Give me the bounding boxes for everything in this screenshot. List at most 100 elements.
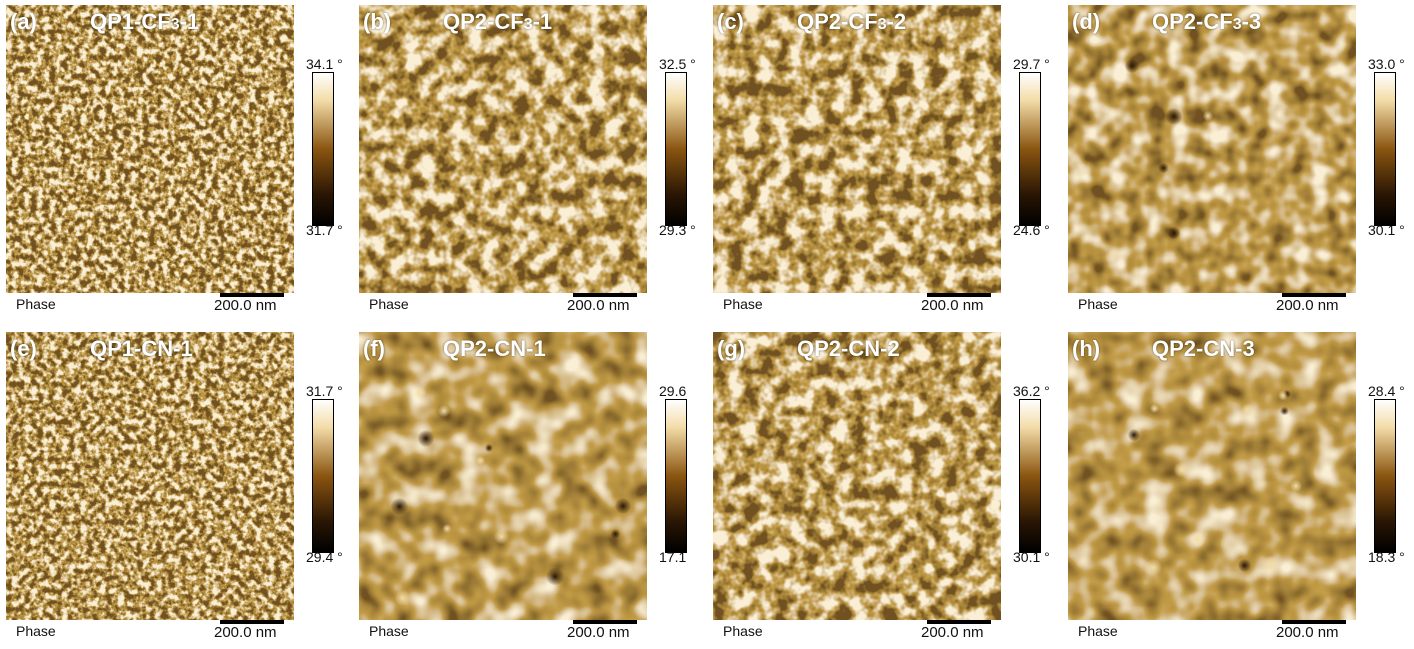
surface-defect [546, 567, 564, 586]
panel-a: (a) QP1-CF3-1 34.1 ° 31.7 ° Phase 200.0 … [6, 0, 356, 322]
surface-texture [6, 5, 294, 293]
colorbar-max: 36.2 ° [1013, 383, 1050, 399]
panel-tag: (b) [363, 9, 392, 34]
sample-name: QP2-CF [443, 9, 524, 34]
surface-defect [1203, 110, 1214, 121]
surface-defect [1173, 461, 1190, 478]
sample-title: QP2-CN-2 [797, 336, 900, 362]
scale-bar [927, 620, 991, 624]
sample-name: QP2-CN-3 [1152, 336, 1255, 361]
surface-defect [475, 455, 486, 466]
panel-f: (f) QP2-CN-1 29.6 17.1 Phase 200.0 nm [359, 327, 709, 649]
surface-defect [1107, 248, 1120, 261]
afm-phase-image [6, 5, 294, 293]
sample-name: QP2-CF [1152, 9, 1233, 34]
phase-label: Phase [369, 623, 409, 639]
afm-phase-image [359, 332, 647, 620]
sample-subscript: 3 [877, 16, 887, 33]
surface-defect [1150, 404, 1159, 413]
surface-defect [614, 498, 632, 515]
colorbar [1019, 72, 1041, 226]
colorbar-min: 31.7 ° [306, 222, 343, 238]
surface-defect [1261, 556, 1279, 574]
sample-subscript: 3 [1232, 16, 1242, 33]
sample-suffix: -3 [1241, 9, 1262, 34]
surface-texture [359, 5, 647, 293]
colorbar [1374, 72, 1396, 226]
scale-bar-label: 200.0 nm [567, 297, 630, 314]
sample-name: QP2-CN-1 [443, 336, 546, 361]
surface-defect [1165, 108, 1183, 125]
colorbar-min: 30.1 ° [1368, 222, 1405, 238]
panel-tag: (f) [363, 336, 385, 361]
scale-bar [573, 293, 637, 297]
colorbar [665, 399, 687, 553]
surface-defect [1280, 406, 1289, 416]
phase-label: Phase [723, 623, 763, 639]
surface-defect [1167, 226, 1180, 239]
sample-title: QP1-CN-1 [90, 336, 193, 362]
surface-texture [1068, 332, 1356, 620]
surface-defect [395, 590, 411, 606]
panel-g: (g) QP2-CN-2 36.2 ° 30.1 ° Phase 200.0 n… [713, 327, 1063, 649]
colorbar-max: 31.7 ° [306, 383, 343, 399]
panel-c: (c) QP2-CF3-2 29.7 ° 24.6 ° Phase 200.0 … [713, 0, 1063, 322]
surface-texture [713, 332, 1001, 620]
scale-bar [1282, 620, 1346, 624]
panel-tag: (g) [717, 336, 746, 361]
phase-label: Phase [16, 296, 56, 312]
afm-phase-image [713, 5, 1001, 293]
surface-defect [438, 405, 450, 417]
scale-bar [927, 293, 991, 297]
colorbar-max: 29.7 ° [1013, 56, 1050, 72]
sample-name: QP2-CN-2 [797, 336, 900, 361]
afm-phase-image [1068, 5, 1356, 293]
sample-title: QP2-CN-1 [443, 336, 546, 362]
sample-title: QP1-CF3-1 [90, 9, 199, 35]
surface-texture [359, 332, 647, 620]
sample-suffix: -1 [179, 9, 200, 34]
scale-bar-label: 200.0 nm [921, 624, 984, 641]
surface-defect [610, 529, 621, 540]
sample-name: QP1-CF [90, 9, 171, 34]
scale-bar [220, 293, 284, 297]
panel-tag: (a) [10, 9, 37, 34]
sample-name: QP2-CF [797, 9, 878, 34]
panel-tag: (h) [1072, 336, 1101, 361]
phase-label: Phase [16, 623, 56, 639]
afm-phase-image [359, 5, 647, 293]
colorbar [1374, 399, 1396, 553]
surface-defect [1240, 403, 1255, 417]
afm-phase-image [6, 332, 294, 620]
surface-texture [713, 5, 1001, 293]
surface-defect [1145, 559, 1162, 576]
scale-bar-label: 200.0 nm [1276, 624, 1339, 641]
phase-label: Phase [723, 296, 763, 312]
scale-bar [573, 620, 637, 624]
sample-suffix: -2 [886, 9, 907, 34]
surface-defect [1189, 531, 1206, 547]
surface-defect [414, 386, 427, 399]
panel-tag: (c) [717, 9, 744, 34]
scale-bar-label: 200.0 nm [921, 297, 984, 314]
colorbar-min: 29.4 ° [306, 549, 343, 565]
surface-defect [1278, 390, 1288, 401]
colorbar-max: 28.4 ° [1368, 383, 1405, 399]
scale-bar [1282, 293, 1346, 297]
colorbar-min: 29.3 ° [659, 222, 696, 238]
colorbar-min: 30.1 ° [1013, 549, 1050, 565]
sample-suffix: -1 [532, 9, 553, 34]
sample-title: QP2-CF3-2 [797, 9, 906, 35]
surface-defect [1237, 559, 1251, 572]
colorbar-min: 24.6 ° [1013, 222, 1050, 238]
panel-b: (b) QP2-CF3-1 32.5 ° 29.3 ° Phase 200.0 … [359, 0, 709, 322]
colorbar-min: 18.3 ° [1368, 549, 1405, 565]
surface-defect [484, 444, 493, 453]
surface-texture [1068, 5, 1356, 293]
panel-tag: (d) [1072, 9, 1101, 34]
scale-bar-label: 200.0 nm [567, 624, 630, 641]
colorbar [1019, 399, 1041, 553]
surface-defect [1157, 162, 1169, 174]
sample-subscript: 3 [523, 16, 533, 33]
colorbar-max: 33.0 ° [1368, 56, 1405, 72]
